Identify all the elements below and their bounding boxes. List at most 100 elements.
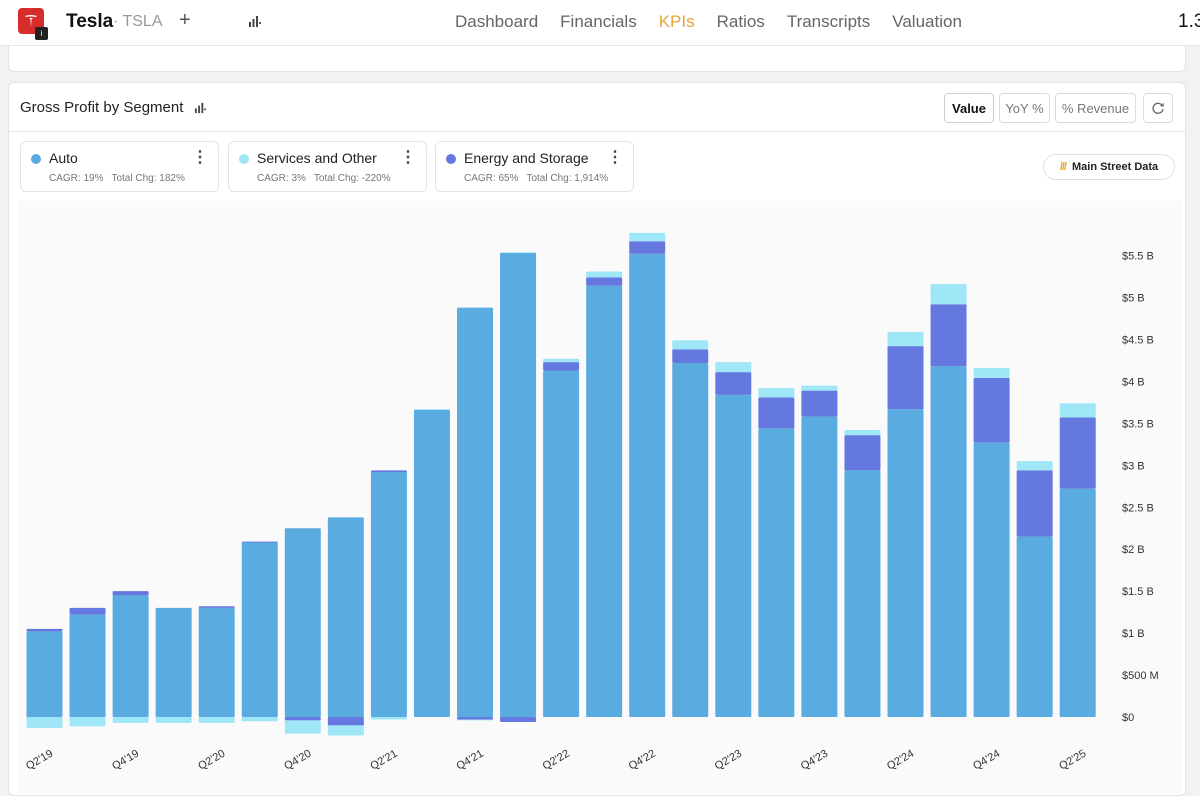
- bar-energy-and-storage-Q424: [973, 378, 1010, 443]
- bar-services-and-other-Q120: [155, 717, 192, 723]
- y-tick-label: $5.5 B: [1122, 251, 1154, 263]
- bar-energy-and-storage-Q323: [758, 397, 795, 429]
- bar-auto-Q219: [26, 631, 63, 717]
- x-tick-label: Q4'19: [110, 748, 141, 773]
- bar-auto-Q423: [801, 416, 838, 717]
- bar-services-and-other-Q122: [500, 252, 537, 254]
- bar-services-and-other-Q219: [26, 717, 63, 728]
- bar-energy-and-storage-Q123: [672, 349, 709, 363]
- bar-energy-and-storage-Q319: [69, 607, 106, 615]
- refresh-icon: [1152, 102, 1164, 114]
- nav-dashboard[interactable]: Dashboard: [455, 12, 539, 31]
- data-source-badge[interactable]: /// Main Street Data: [1043, 154, 1175, 180]
- x-tick-label: Q4'24: [971, 748, 1002, 773]
- bar-services-and-other-Q419: [112, 717, 149, 723]
- previous-card-bottom: [8, 46, 1186, 72]
- logo-badge-icon: i: [35, 27, 48, 40]
- more-options-icon[interactable]: ⋮: [400, 149, 416, 166]
- x-tick-label: Q2'25: [1057, 748, 1088, 773]
- value-toggle-button[interactable]: Value: [944, 93, 994, 123]
- bar-energy-and-storage-Q421: [457, 717, 493, 720]
- bar-services-and-other-Q323: [758, 388, 795, 398]
- add-watchlist-button[interactable]: +: [179, 9, 191, 31]
- bar-auto-Q224: [887, 409, 924, 717]
- nav-kpis[interactable]: KPIs: [658, 12, 695, 31]
- bar-services-and-other-Q421: [457, 719, 493, 721]
- bar-services-and-other-Q322: [586, 271, 623, 278]
- bar-auto-Q320: [241, 542, 278, 717]
- yoy-toggle-button[interactable]: YoY %: [999, 93, 1050, 123]
- bar-services-and-other-Q223: [715, 362, 752, 373]
- y-tick-label: $500 M: [1122, 670, 1159, 682]
- bar-services-and-other-Q123: [672, 340, 709, 350]
- bar-services-and-other-Q422: [629, 232, 666, 242]
- nav-transcripts[interactable]: Transcripts: [786, 12, 871, 31]
- bar-energy-and-storage-Q121: [327, 717, 364, 726]
- company-name: Tesla: [66, 11, 114, 32]
- bar-auto-Q420: [284, 528, 321, 717]
- bar-energy-and-storage-Q124: [844, 435, 881, 471]
- nav-ratios[interactable]: Ratios: [716, 12, 765, 31]
- card-title: Gross Profit by Segment: [20, 99, 184, 116]
- bar-energy-and-storage-Q221: [370, 470, 407, 473]
- chart-settings-icon[interactable]: [194, 101, 207, 119]
- legend-item-services[interactable]: Services and Other ⋮ CAGR: 3% Total Chg: …: [228, 141, 427, 192]
- main-street-logo-icon: ///: [1059, 161, 1067, 173]
- bar-energy-and-storage-Q122: [500, 717, 537, 723]
- bar-services-and-other-Q424: [973, 367, 1010, 379]
- legend-item-energy[interactable]: Energy and Storage ⋮ CAGR: 65% Total Chg:…: [435, 141, 634, 192]
- bar-energy-and-storage-Q223: [715, 372, 752, 395]
- y-tick-label: $1 B: [1122, 628, 1145, 640]
- total-change-value: Total Chg: 1,914%: [526, 173, 609, 184]
- nav-financials[interactable]: Financials: [560, 12, 637, 31]
- top-bar: i Tesla · TSLA + Dashboard Financials KP…: [0, 0, 1200, 46]
- legend-item-auto[interactable]: Auto ⋮ CAGR: 19% Total Chg: 182%: [20, 141, 219, 192]
- bar-energy-and-storage-Q322: [586, 277, 623, 286]
- x-tick-label: Q2'24: [885, 748, 916, 773]
- bar-services-and-other-Q224: [887, 331, 924, 347]
- bar-energy-and-storage-Q422: [629, 241, 666, 254]
- bar-auto-Q221: [370, 472, 407, 717]
- bar-services-and-other-Q324: [930, 284, 967, 305]
- bar-auto-Q120: [155, 607, 192, 717]
- bar-auto-Q422: [629, 253, 666, 717]
- bar-auto-Q222: [543, 370, 580, 717]
- bar-services-and-other-Q320: [241, 717, 278, 722]
- legend-stats: CAGR: 65% Total Chg: 1,914%: [464, 173, 616, 184]
- x-tick-label: Q4'22: [627, 748, 658, 773]
- total-change-value: Total Chg: 182%: [111, 173, 185, 184]
- cagr-value: CAGR: 3%: [257, 173, 306, 184]
- bar-services-and-other-Q319: [69, 717, 106, 727]
- refresh-button[interactable]: [1143, 93, 1173, 123]
- legend-label: Energy and Storage: [464, 150, 589, 166]
- bar-energy-and-storage-Q219: [26, 628, 63, 632]
- total-change-value: Total Chg: -220%: [313, 173, 391, 184]
- data-source-label: Main Street Data: [1071, 161, 1159, 173]
- ticker-symbol: · TSLA: [113, 13, 163, 30]
- x-tick-label: Q2'20: [196, 748, 227, 773]
- x-tick-label: Q4'23: [799, 748, 830, 773]
- nav-valuation[interactable]: Valuation: [892, 12, 962, 31]
- bar-services-and-other-Q124: [844, 430, 881, 436]
- more-options-icon[interactable]: ⋮: [192, 149, 208, 166]
- legend-label: Auto: [49, 150, 78, 166]
- cagr-value: CAGR: 65%: [464, 173, 519, 184]
- bar-auto-Q421: [457, 307, 493, 717]
- bar-auto-Q322: [586, 285, 623, 717]
- x-tick-label: Q4'20: [282, 748, 313, 773]
- more-options-icon[interactable]: ⋮: [607, 149, 623, 166]
- bar-services-and-other-Q225: [1059, 403, 1096, 418]
- legend-stats: CAGR: 3% Total Chg: -220%: [257, 173, 399, 184]
- bar-energy-and-storage-Q324: [930, 304, 967, 367]
- bar-services-and-other-Q321: [413, 409, 450, 410]
- x-tick-label: Q2'23: [713, 748, 744, 773]
- bar-services-and-other-Q423: [801, 385, 838, 391]
- bar-services-and-other-Q220: [198, 717, 235, 723]
- bar-services-and-other-Q121: [327, 725, 364, 736]
- revenue-percent-toggle-button[interactable]: % Revenue: [1055, 93, 1136, 123]
- chart-settings-icon[interactable]: [248, 14, 262, 33]
- legend-dot-icon: [239, 154, 249, 164]
- legend-label: Services and Other: [257, 150, 377, 166]
- bar-auto-Q125: [1016, 536, 1053, 717]
